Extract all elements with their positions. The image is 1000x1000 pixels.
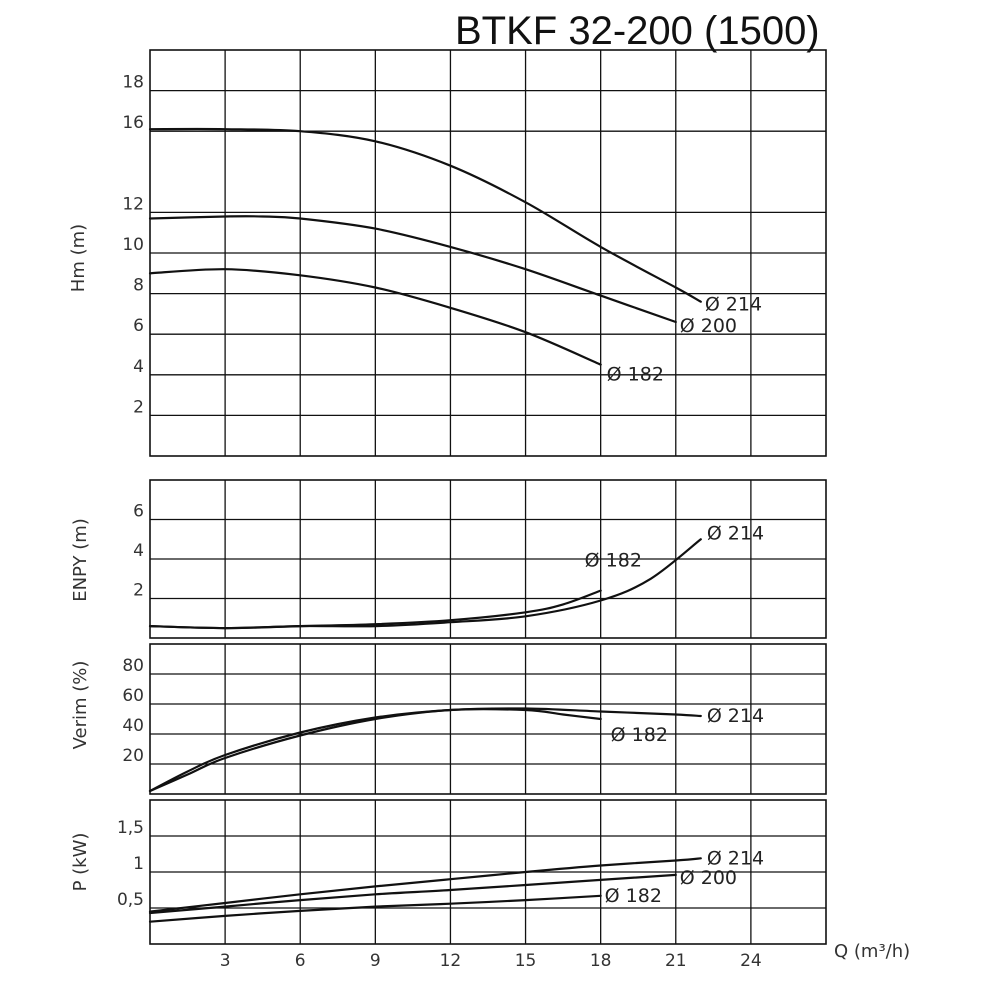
series-line-200	[148, 873, 677, 915]
y-axis-label: ENPY (m)	[70, 518, 91, 602]
y-tick-label: 0,5	[117, 890, 144, 910]
y-tick-label: 60	[122, 686, 144, 706]
x-tick-label: 18	[590, 951, 612, 971]
series-line-214	[148, 127, 702, 303]
series-label: Ø 214	[705, 294, 762, 316]
y-tick-label: 20	[122, 746, 144, 766]
series-label: Ø 182	[611, 724, 668, 746]
series-label: Ø 214	[707, 522, 764, 544]
panel-eff: 20 40 60 80 Verim (%) Ø 214 Ø 182	[70, 643, 827, 795]
series-label: Ø 200	[680, 315, 737, 337]
y-axis-label: Hm (m)	[68, 224, 89, 292]
panel-frame	[149, 643, 827, 795]
series-label: Ø 182	[607, 364, 664, 386]
y-tick-label: 1	[133, 854, 144, 874]
y-tick-label: 16	[122, 113, 144, 133]
y-axis-label: P (kW)	[70, 833, 91, 892]
series-line-214	[148, 707, 702, 793]
series-line-182	[148, 708, 602, 793]
y-tick-label: 18	[122, 73, 144, 93]
y-tick-label: 2	[133, 397, 144, 417]
y-tick-label: 40	[122, 716, 144, 736]
x-axis-label: Q (m³/h)	[834, 941, 910, 962]
series-label: Ø 214	[707, 847, 764, 869]
series-label: Ø 200	[680, 867, 737, 889]
y-tick-label: 12	[122, 194, 144, 214]
series-line-182	[148, 894, 602, 923]
series-label: Ø 214	[707, 705, 764, 727]
y-tick-label: 8	[133, 276, 144, 296]
panel-frame	[149, 49, 827, 457]
panel-frame	[149, 799, 827, 945]
x-tick-label: 15	[515, 951, 537, 971]
series-label: Ø 182	[605, 885, 662, 907]
x-tick-label: 21	[665, 951, 687, 971]
y-tick-label: 2	[133, 581, 144, 601]
y-tick-label: 6	[133, 316, 144, 336]
panel-npsh: 2 4 6 ENPY (m) Ø 214 Ø 182	[70, 479, 827, 639]
x-tick-label: 9	[370, 951, 381, 971]
series-line-182	[148, 268, 602, 366]
y-tick-label: 6	[133, 502, 144, 522]
y-tick-label: 4	[133, 357, 144, 377]
series-label: Ø 182	[585, 550, 642, 572]
panel-frame	[149, 479, 827, 639]
x-tick-label: 12	[440, 951, 462, 971]
x-tick-label: 24	[740, 951, 762, 971]
series-line-182	[148, 589, 602, 630]
y-tick-label: 1,5	[117, 818, 144, 838]
series-line-214	[148, 857, 702, 913]
x-tick-label: 6	[295, 951, 306, 971]
y-axis-label: Verim (%)	[70, 661, 91, 750]
y-tick-label: 80	[122, 656, 144, 676]
y-tick-label: 10	[122, 235, 144, 255]
x-tick-label: 3	[220, 951, 231, 971]
chart-title: BTKF 32-200 (1500)	[455, 9, 820, 53]
y-tick-label: 4	[133, 541, 144, 561]
series-line-200	[148, 215, 677, 324]
